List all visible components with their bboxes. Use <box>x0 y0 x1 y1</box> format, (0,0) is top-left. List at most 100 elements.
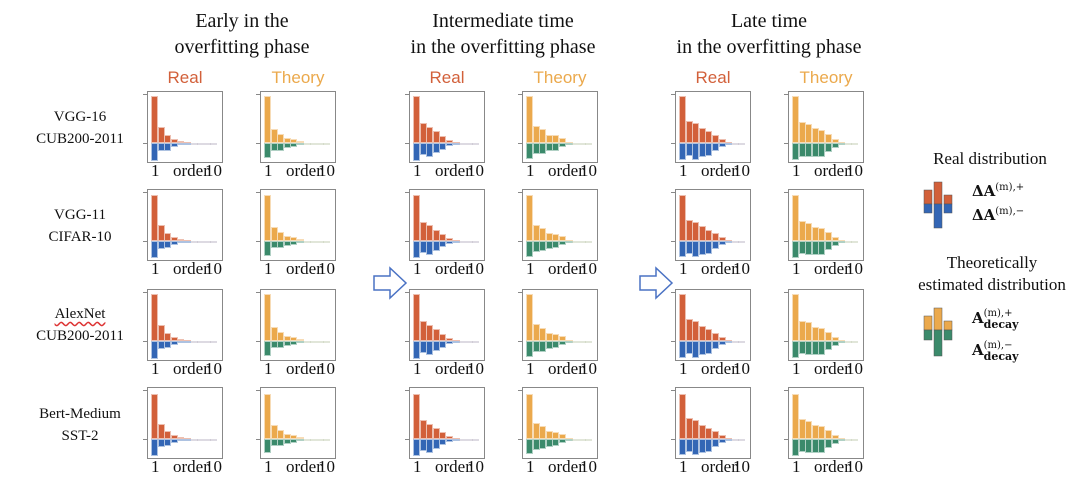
bar-positive <box>585 438 593 441</box>
bar-positive <box>413 294 420 341</box>
bar-negative <box>426 341 434 355</box>
x-axis-start: 1 <box>413 259 422 278</box>
bar-negative <box>290 241 298 245</box>
bar-negative <box>539 341 547 352</box>
bar-positive <box>578 142 586 145</box>
bar-positive <box>705 131 713 143</box>
bar-negative <box>164 241 172 249</box>
bar-negative <box>303 341 311 343</box>
bar-positive <box>277 331 285 341</box>
bar-positive <box>151 96 158 143</box>
row-label: VGG-11 CIFAR-10 <box>15 204 145 248</box>
bar-negative <box>446 341 453 344</box>
bar-positive <box>157 325 165 341</box>
subhead-theory: Theory <box>799 68 853 87</box>
bar-negative <box>805 439 813 453</box>
bar-positive <box>698 127 706 143</box>
bar-negative <box>290 341 298 345</box>
x-axis-end: 10 <box>733 161 750 180</box>
bar-negative <box>698 241 706 255</box>
bar-negative <box>811 439 819 453</box>
bar-positive <box>805 322 813 341</box>
bar-negative <box>459 341 467 343</box>
bar-negative <box>565 341 573 343</box>
bar-negative <box>792 143 799 161</box>
row-label: AlexNet CUB200-2011 <box>15 303 145 347</box>
x-axis-end: 10 <box>846 457 863 476</box>
title-line: overfitting phase <box>174 36 310 58</box>
x-axis-start: 1 <box>679 161 688 180</box>
bar-negative <box>303 143 311 145</box>
bar-positive <box>151 294 158 341</box>
bar-positive <box>572 142 580 145</box>
bar-positive <box>472 240 480 243</box>
bar-negative <box>316 439 324 441</box>
bar-negative <box>151 241 158 259</box>
axis-tick <box>143 94 147 95</box>
axis-tick <box>405 439 409 440</box>
bar-panel-real <box>143 189 223 261</box>
axis-tick <box>671 94 675 95</box>
bar-positive <box>446 337 453 341</box>
bar-negative <box>572 341 580 343</box>
axis-tick <box>671 292 675 293</box>
x-axis-start: 1 <box>792 161 801 180</box>
x-axis-label: order <box>814 457 850 476</box>
x-axis-label: order <box>814 161 850 180</box>
bar-positive <box>439 432 447 439</box>
bar-negative <box>452 241 460 243</box>
bar-positive <box>552 333 560 341</box>
subscript: decay <box>983 318 1019 331</box>
bar-negative <box>705 143 713 157</box>
bar-positive <box>731 340 739 343</box>
bar-negative <box>526 241 533 257</box>
subhead-theory: Theory <box>271 68 325 87</box>
bar-positive <box>685 219 693 241</box>
bar-negative <box>426 143 434 158</box>
bar-panel-real <box>671 289 751 361</box>
bar-positive <box>270 425 278 439</box>
stage-title-late: Late time in the overfitting phase <box>639 8 899 60</box>
x-axis-label: order <box>173 457 209 476</box>
x-axis-end: 10 <box>580 457 597 476</box>
bar-positive <box>413 393 420 439</box>
bar-negative <box>532 143 540 155</box>
bar-negative <box>838 439 846 441</box>
bar-positive <box>578 340 586 343</box>
bar-positive <box>264 294 271 341</box>
bar-panel-real <box>405 189 485 261</box>
bar-positive <box>190 240 198 243</box>
bar-positive <box>552 135 560 143</box>
bar-negative <box>712 143 719 152</box>
bar-negative <box>446 439 453 442</box>
x-axis-label: order <box>173 259 209 278</box>
bar-negative <box>572 241 580 243</box>
x-axis-start: 1 <box>413 457 422 476</box>
axis-tick <box>518 192 522 193</box>
bar-negative <box>545 439 553 448</box>
bar-positive <box>559 236 566 241</box>
bar-positive <box>270 128 278 143</box>
bar-negative <box>177 241 185 243</box>
bar-negative <box>164 143 172 151</box>
bar-negative <box>705 241 713 254</box>
bar-positive <box>811 128 819 143</box>
bar-positive <box>446 139 453 143</box>
bar-negative <box>303 241 311 243</box>
axis-tick <box>256 192 260 193</box>
bar-positive <box>270 227 278 241</box>
legend-real-swatch-icon <box>923 181 953 229</box>
title-line: in the overfitting phase <box>676 36 862 58</box>
title-line: Early in the <box>195 10 289 32</box>
legend-theory-swatch-icon <box>923 307 953 357</box>
bar-positive <box>446 435 453 439</box>
x-axis-end: 10 <box>733 359 750 378</box>
bar-panel-real <box>405 91 485 163</box>
bar-negative <box>831 439 839 444</box>
subhead-real: Real <box>429 68 465 87</box>
bar-negative <box>526 341 533 357</box>
bar-positive <box>290 434 298 439</box>
bar-positive <box>712 232 719 241</box>
axis-tick <box>143 390 147 391</box>
axis-tick <box>784 192 788 193</box>
